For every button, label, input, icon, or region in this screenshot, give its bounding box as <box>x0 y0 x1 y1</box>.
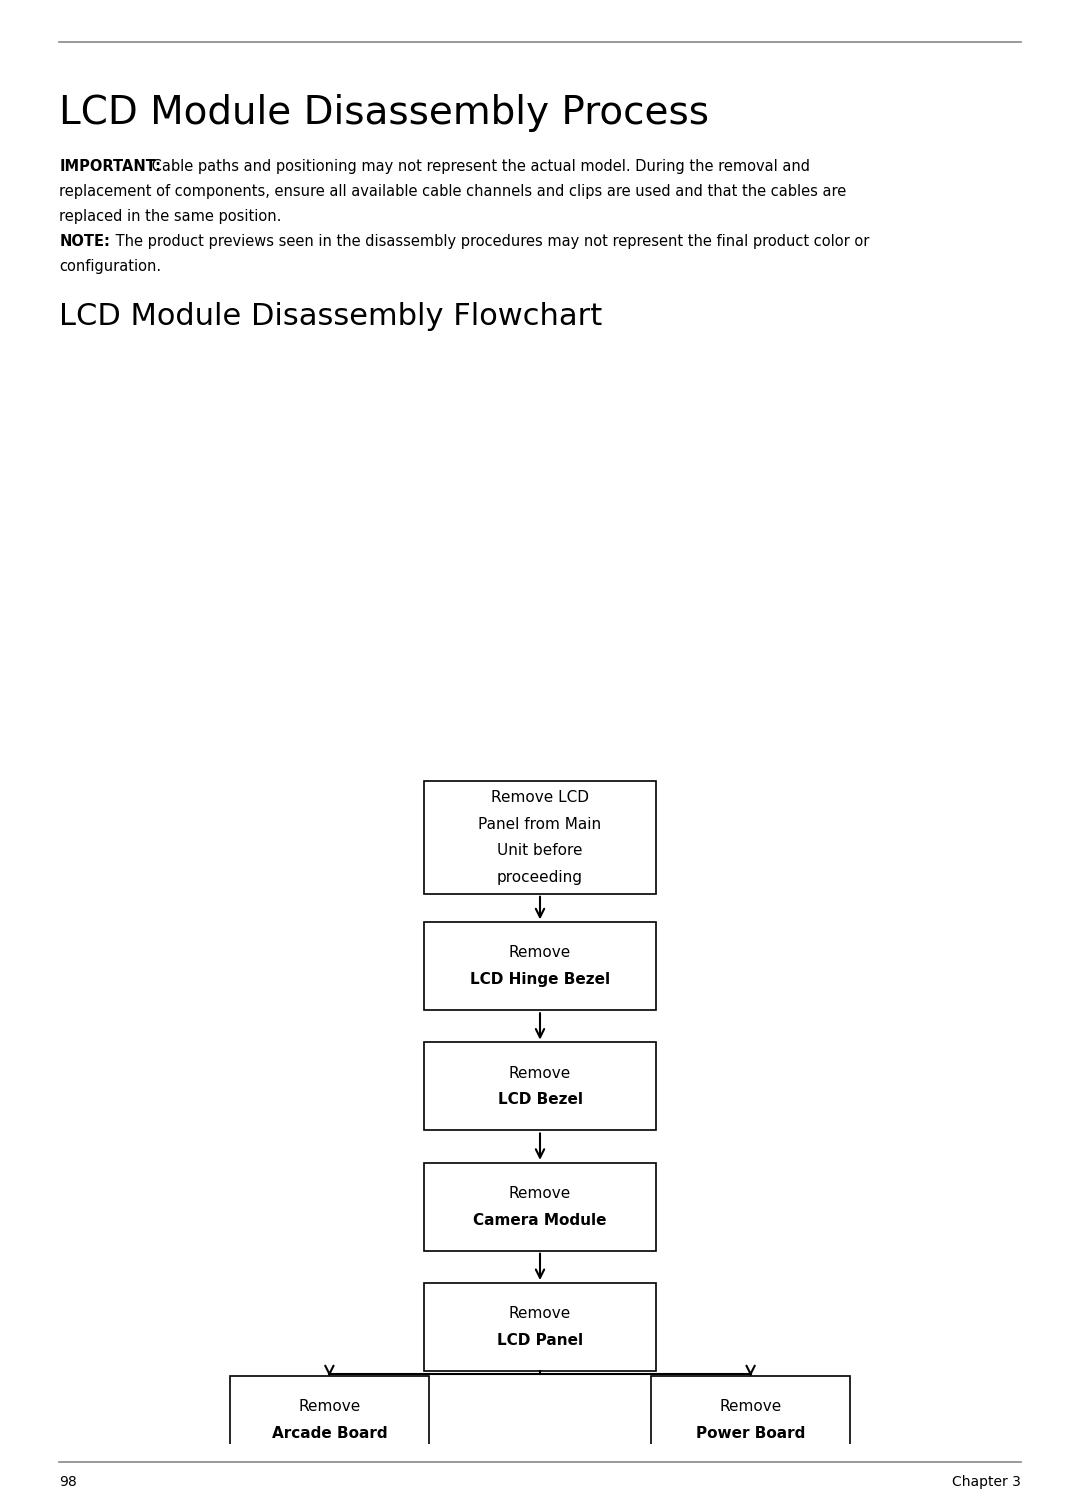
FancyBboxPatch shape <box>424 1282 657 1371</box>
Text: Remove: Remove <box>509 1185 571 1201</box>
FancyBboxPatch shape <box>650 1376 851 1464</box>
Text: proceeding: proceeding <box>497 871 583 885</box>
Text: configuration.: configuration. <box>59 260 162 274</box>
Text: LCD Bezel: LCD Bezel <box>498 1092 582 1107</box>
Text: replacement of components, ensure all available cable channels and clips are use: replacement of components, ensure all av… <box>59 183 847 198</box>
FancyBboxPatch shape <box>424 1042 657 1131</box>
FancyBboxPatch shape <box>229 1376 429 1464</box>
Text: replaced in the same position.: replaced in the same position. <box>59 209 282 224</box>
Text: LCD Panel: LCD Panel <box>497 1334 583 1347</box>
Text: Camera Module: Camera Module <box>473 1213 607 1228</box>
Text: Remove LCD: Remove LCD <box>491 789 589 804</box>
Text: LCD Module Disassembly Process: LCD Module Disassembly Process <box>59 94 710 132</box>
Text: 98: 98 <box>59 1474 77 1489</box>
Text: Remove: Remove <box>509 945 571 960</box>
Text: LCD Module Disassembly Flowchart: LCD Module Disassembly Flowchart <box>59 302 603 331</box>
Text: Unit before: Unit before <box>497 844 583 859</box>
Text: Panel from Main: Panel from Main <box>478 816 602 832</box>
Text: Remove: Remove <box>298 1400 361 1414</box>
FancyBboxPatch shape <box>424 782 657 894</box>
FancyBboxPatch shape <box>424 1163 657 1250</box>
Text: Remove: Remove <box>719 1400 782 1414</box>
Text: IMPORTANT:: IMPORTANT: <box>59 159 161 174</box>
Text: LCD Hinge Bezel: LCD Hinge Bezel <box>470 972 610 987</box>
Text: Remove: Remove <box>509 1306 571 1321</box>
Text: Cable paths and positioning may not represent the actual model. During the remov: Cable paths and positioning may not repr… <box>147 159 810 174</box>
Text: Remove: Remove <box>509 1066 571 1081</box>
FancyBboxPatch shape <box>424 922 657 1010</box>
Text: The product previews seen in the disassembly procedures may not represent the fi: The product previews seen in the disasse… <box>111 234 869 249</box>
Text: NOTE:: NOTE: <box>59 234 110 249</box>
Text: Chapter 3: Chapter 3 <box>951 1474 1021 1489</box>
Text: Power Board: Power Board <box>696 1426 806 1441</box>
Text: Arcade Board: Arcade Board <box>271 1426 388 1441</box>
